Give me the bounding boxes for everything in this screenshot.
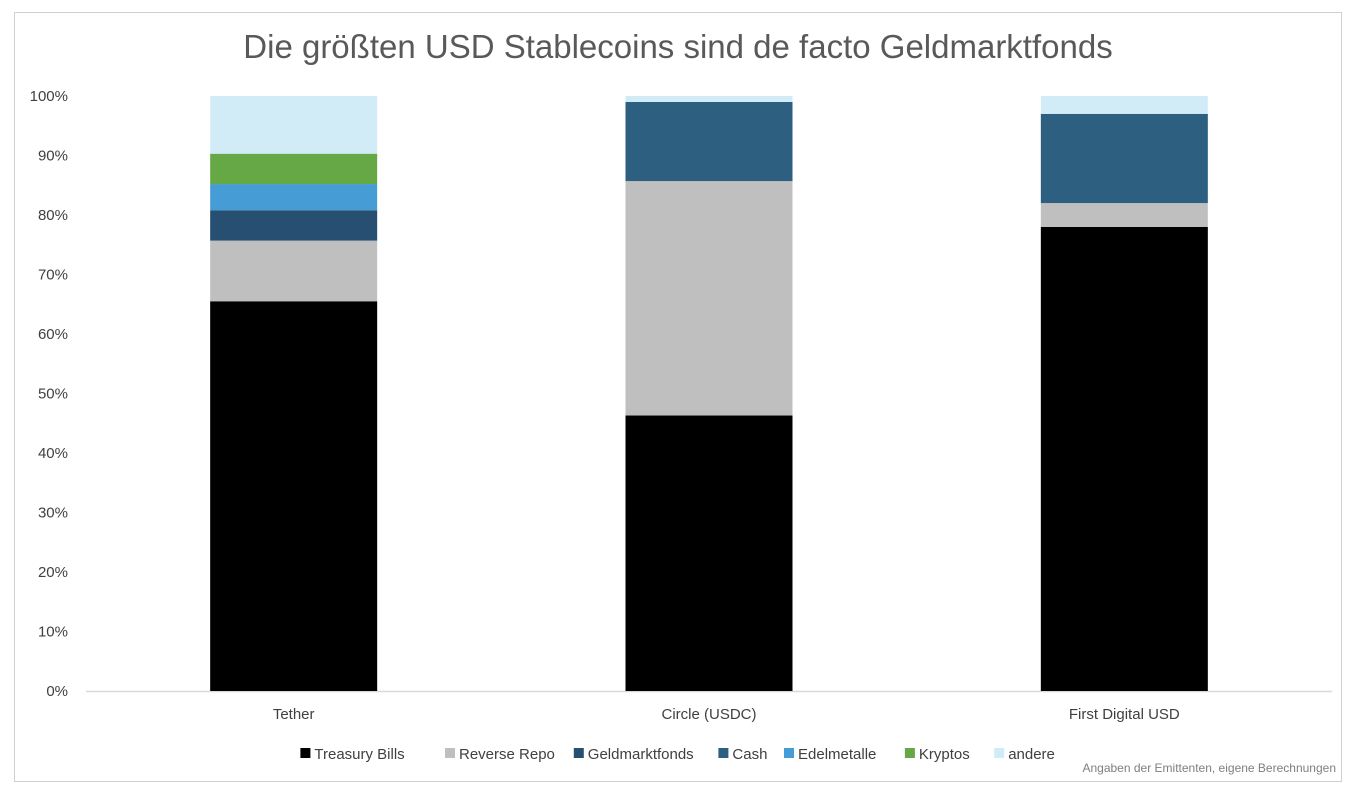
source-note: Angaben der Emittenten, eigene Berechnun…: [1082, 761, 1336, 775]
legend-label: Geldmarktfonds: [588, 746, 694, 763]
y-tick-label: 90%: [38, 148, 68, 165]
bar-segment-andere: [625, 96, 793, 102]
legend-swatch: [784, 748, 794, 758]
legend-label: Edelmetalle: [798, 746, 876, 763]
y-tick-label: 100%: [30, 88, 68, 105]
x-tick-label: Tether: [273, 706, 315, 723]
y-tick-label: 10%: [38, 624, 68, 641]
legend-label: Cash: [732, 746, 767, 763]
y-tick-label: 50%: [38, 386, 68, 403]
bar-segment-edelmetalle: [210, 184, 378, 211]
y-tick-label: 20%: [38, 564, 68, 581]
x-tick-label: First Digital USD: [1069, 706, 1180, 723]
bar-segment-kryptos: [210, 153, 378, 185]
legend-swatch: [994, 748, 1005, 758]
legend-swatch: [904, 748, 915, 758]
x-tick-label: Circle (USDC): [662, 706, 757, 723]
legend-swatch: [718, 748, 729, 758]
bar-segment-reverse-repo: [210, 240, 378, 302]
legend-swatch: [300, 748, 311, 758]
y-tick-label: 80%: [38, 207, 68, 224]
bar-segment-reverse-repo: [1040, 203, 1208, 227]
bar-segment-treasury-bills: [210, 301, 378, 691]
y-tick-label: 70%: [38, 267, 68, 284]
legend-label: Treasury Bills: [314, 746, 404, 763]
legend-swatch: [573, 748, 584, 758]
legend-label: andere: [1008, 746, 1055, 763]
bar-segment-cash: [625, 101, 793, 182]
bar-segment-cash: [1040, 113, 1208, 204]
bar-segment-reverse-repo: [625, 181, 793, 416]
legend-swatch: [445, 748, 455, 758]
bar-segment-treasury-bills: [1040, 226, 1208, 691]
bar-segment-andere: [1040, 96, 1208, 114]
y-tick-label: 40%: [38, 445, 68, 462]
y-tick-label: 0%: [46, 683, 68, 700]
legend-label: Reverse Repo: [459, 746, 555, 763]
y-tick-label: 30%: [38, 505, 68, 522]
y-tick-label: 60%: [38, 326, 68, 343]
bar-segment-treasury-bills: [625, 415, 793, 691]
bar-segment-geldmarktfonds: [210, 210, 378, 241]
chart-title: Die größten USD Stablecoins sind de fact…: [243, 28, 1113, 65]
legend-label: Kryptos: [919, 746, 970, 763]
bar-segment-andere: [210, 96, 378, 154]
